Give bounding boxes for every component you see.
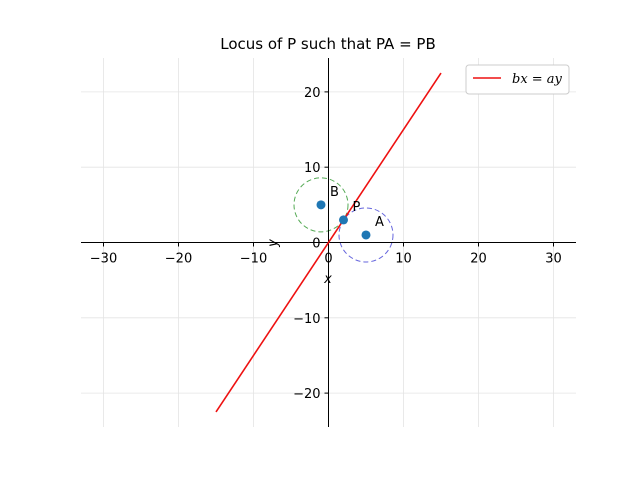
legend-box	[465, 64, 570, 95]
distance-circle-b	[293, 177, 349, 233]
y-tick-label: 20	[304, 86, 321, 101]
x-tick-label: −10	[240, 252, 267, 267]
point-label-a: A	[375, 215, 384, 230]
y-tick-label: −10	[293, 312, 320, 327]
x-tick-label: 30	[545, 252, 562, 267]
x-tick-label: 10	[395, 252, 412, 267]
y-tick-label: 10	[304, 161, 321, 176]
legend: bx = ay	[465, 64, 570, 95]
legend-entry-label: bx = ay	[512, 72, 563, 87]
point-a	[361, 230, 371, 240]
x-tick-label: 0	[324, 252, 332, 267]
point-label-b: B	[330, 185, 339, 200]
y-tick-label: 0	[312, 237, 320, 252]
x-tick-label: −20	[165, 252, 192, 267]
x-tick-label: −30	[90, 252, 117, 267]
distance-circles	[293, 177, 394, 263]
point-label-p: P	[353, 200, 361, 215]
x-axis-label: x	[323, 272, 332, 287]
series-lines	[215, 72, 442, 413]
locus-line	[215, 72, 442, 413]
distance-circle-a	[338, 207, 394, 263]
point-p	[339, 215, 348, 225]
chart-title: Locus of P such that PA = PB	[220, 35, 436, 53]
point-b	[316, 200, 326, 210]
y-axis-label: y	[266, 239, 281, 248]
tick-labels: −30 −20 −10 0 10 20 30 −20 −10 0 10 20	[90, 86, 562, 402]
points: A BP	[316, 185, 384, 240]
y-tick-label: −20	[293, 387, 320, 402]
x-tick-label: 20	[470, 252, 487, 267]
